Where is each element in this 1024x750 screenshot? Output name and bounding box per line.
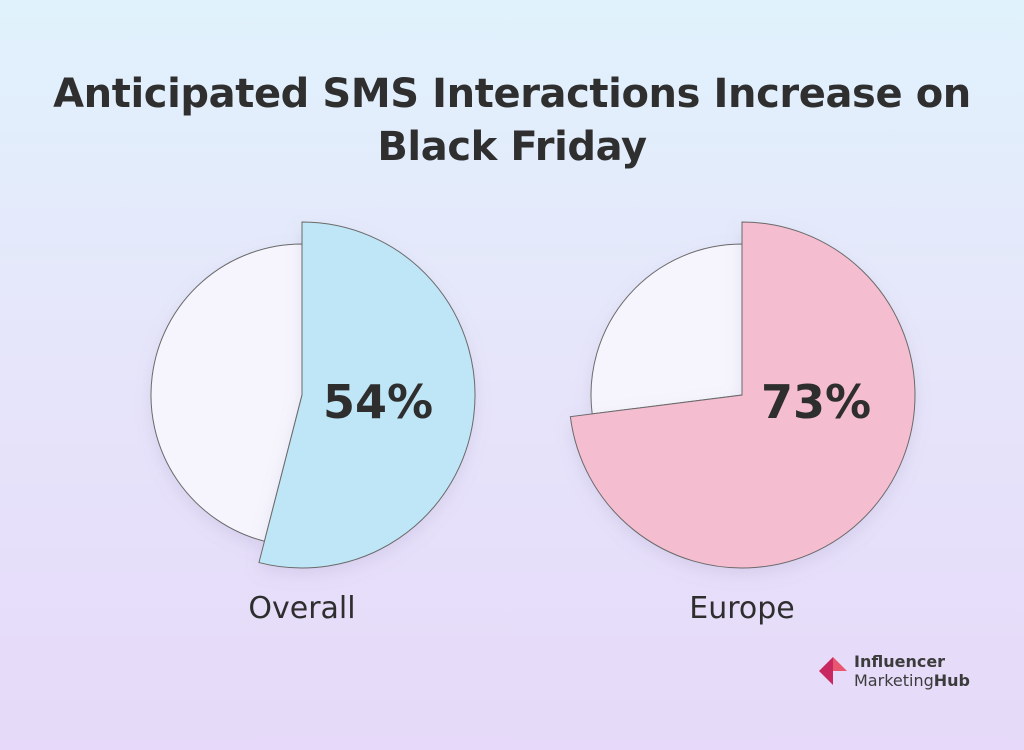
pie-overall-remainder-slice <box>150 243 303 542</box>
pie-europe-percent-label: 73% <box>761 375 871 429</box>
pie-europe-category-label: Europe <box>689 591 795 626</box>
pie-europe-remainder-slice <box>590 243 743 415</box>
chart-title-line-1: Anticipated SMS Interactions Increase on <box>53 71 971 117</box>
pie-overall-percent-label: 54% <box>323 375 433 429</box>
logo-line-2-a: Marketing <box>854 671 934 690</box>
pie-europe-value-slice <box>569 221 916 569</box>
logo-wordmark: Influencer MarketingHub <box>854 652 970 690</box>
pie-overall-category-label: Overall <box>248 591 355 626</box>
logo-line-1: Influencer <box>854 652 946 671</box>
influencer-marketing-hub-logo: Influencer MarketingHub <box>818 652 998 692</box>
logo-line-2: MarketingHub <box>854 671 970 690</box>
logo-mark-icon <box>819 657 847 685</box>
chart-title-line-2: Black Friday <box>377 124 647 170</box>
chart-title: Anticipated SMS Interactions Increase on… <box>0 68 1024 174</box>
pie-overall-value-slice <box>258 221 476 569</box>
logo-line-2-b: Hub <box>933 671 970 690</box>
